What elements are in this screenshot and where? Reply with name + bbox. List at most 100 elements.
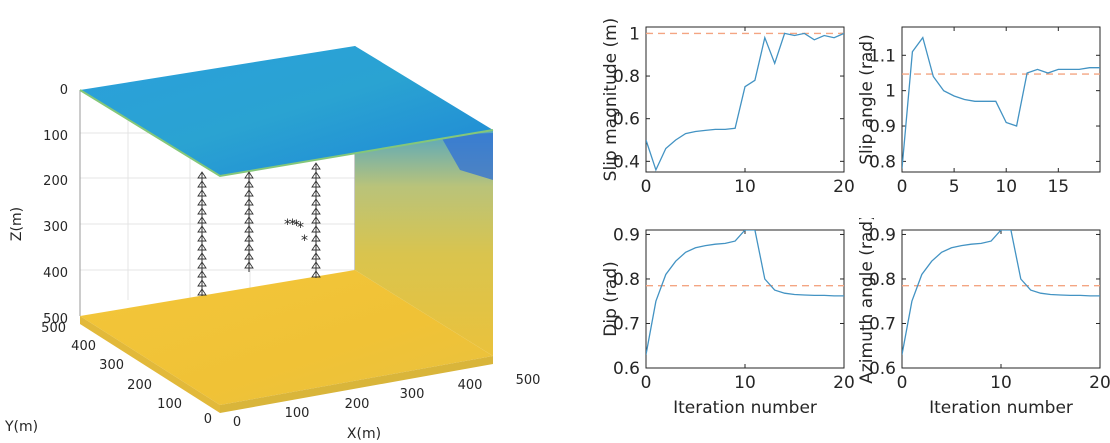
z-tick-label: 0 — [60, 83, 68, 98]
y-axis: 0 100 200 300 400 500 — [41, 321, 212, 427]
plot-frame — [901, 229, 1101, 369]
triangle-receiver-icon — [197, 279, 207, 287]
triangle-receiver-icon — [197, 243, 207, 251]
triangle-receiver-icon — [311, 171, 321, 179]
x-tick-label: 10 — [734, 373, 756, 393]
y-axis-label: Azimuth angle (rad) — [857, 218, 877, 384]
triangle-receiver-icon — [311, 198, 321, 206]
z-tick-label: 500 — [43, 312, 68, 327]
triangle-receiver-icon — [197, 225, 207, 233]
triangle-receiver-icon — [311, 216, 321, 224]
triangle-receiver-icon — [197, 216, 207, 224]
y-axis-label: Slip angle (rad) — [857, 34, 877, 164]
triangle-receiver-icon — [311, 180, 321, 188]
triangle-receiver-icon — [244, 189, 254, 197]
plot-frame — [645, 229, 845, 369]
y-axis-label: Dip (rad) — [601, 261, 621, 336]
y-tick-label: 300 — [99, 358, 124, 373]
triangle-receiver-icon — [311, 243, 321, 251]
x-axis-label: Iteration number — [673, 398, 817, 418]
triangle-receiver-icon — [244, 180, 254, 188]
y-tick-label: 0.7 — [613, 314, 640, 334]
triangle-receiver-icon — [197, 207, 207, 215]
x-tick-label: 5 — [949, 177, 960, 197]
x-tick-label: 500 — [516, 373, 541, 388]
asterisk-event-icon: * — [293, 218, 300, 234]
x-tick-label: 0 — [233, 415, 241, 430]
right-wall — [355, 130, 493, 356]
asterisk-event-icon: * — [301, 233, 308, 249]
y-tick-label: 0.7 — [869, 314, 896, 334]
x-axis-label: Iteration number — [929, 398, 1073, 418]
y-tick-label: 0.9 — [613, 225, 640, 245]
z-axis: 0 100 200 300 400 500 — [43, 83, 68, 327]
y-tick-label: 0.8 — [613, 270, 640, 290]
estimate-series-line — [902, 36, 1100, 169]
top-slab — [80, 46, 493, 176]
triangle-receiver-icon — [311, 270, 321, 278]
y-axis-label: Y(m) — [4, 419, 38, 435]
triangle-receiver-icon — [311, 252, 321, 260]
z-tick-label: 100 — [43, 129, 68, 144]
triangle-receiver-icon — [244, 216, 254, 224]
y-tick-label: 400 — [71, 339, 96, 354]
x-tick-label: 300 — [400, 387, 425, 402]
x-tick-label: 10 — [734, 177, 756, 197]
y-tick-label: 0.9 — [869, 225, 896, 245]
triangle-receiver-icon — [244, 207, 254, 215]
velocity-model-3d: * * * * * 0 100 200 300 400 500 Z(m) 0 1… — [4, 46, 541, 442]
triangle-receiver-icon — [197, 180, 207, 188]
triangle-receiver-icon — [244, 198, 254, 206]
asterisk-event-icon: * — [284, 217, 291, 233]
estimate-series-line — [646, 32, 844, 172]
y-tick-label: 200 — [127, 378, 152, 393]
y-tick-label: 1.1 — [869, 46, 896, 66]
triangle-receiver-icon — [311, 261, 321, 269]
x-axis: 0 100 200 300 400 500 — [233, 373, 541, 430]
triangle-receiver-icon — [244, 243, 254, 251]
triangle-receiver-icon — [197, 270, 207, 278]
estimate-series-line — [902, 230, 1100, 355]
y-tick-label: 0.8 — [869, 270, 896, 290]
x-tick-label: 0 — [641, 373, 652, 393]
triangle-receiver-icon — [244, 252, 254, 260]
x-tick-label: 400 — [458, 378, 483, 393]
event-markers: * * * * * — [284, 217, 308, 249]
x-tick-label: 100 — [285, 406, 310, 421]
x-tick-label: 10 — [995, 177, 1017, 197]
estimate-series-line — [646, 230, 844, 355]
triangle-receiver-icon — [197, 234, 207, 242]
x-axis-label: X(m) — [347, 426, 381, 442]
x-tick-label: 10 — [990, 373, 1012, 393]
triangle-receiver-icon — [311, 207, 321, 215]
y-tick-label: 0.4 — [613, 152, 640, 172]
y-tick-label: 0.6 — [613, 359, 640, 379]
triangle-receiver-icon — [311, 225, 321, 233]
x-tick-label: 0 — [897, 373, 908, 393]
triangle-receiver-icon — [244, 234, 254, 242]
bottom-slab-side — [220, 356, 493, 413]
plot-frame — [901, 26, 1101, 173]
triangle-receiver-icon — [197, 189, 207, 197]
dip-plot: 0.6 0.7 0.8 0.9 0 10 20 Dip (rad) Iteration numb… — [601, 225, 855, 418]
x-tick-label: 200 — [345, 397, 370, 412]
triangle-receiver-icon — [197, 171, 207, 179]
x-tick-label: 0 — [897, 177, 908, 197]
y-tick-label: 500 — [41, 321, 66, 336]
bottom-slab-front — [80, 316, 220, 413]
wall-blue-patch — [440, 133, 493, 180]
triangle-receiver-icon — [197, 252, 207, 260]
triangle-receiver-icon — [311, 162, 321, 170]
y-tick-label: 0 — [204, 412, 212, 427]
y-tick-label: 1 — [885, 82, 896, 102]
triangle-receiver-icon — [197, 288, 207, 296]
triangle-receiver-icon — [244, 171, 254, 179]
x-tick-label: 20 — [833, 373, 855, 393]
y-tick-label: 0.8 — [869, 152, 896, 172]
triangle-receiver-icon — [197, 261, 207, 269]
z-axis-label: Z(m) — [9, 207, 25, 241]
z-tick-label: 400 — [43, 266, 68, 281]
x-tick-label: 20 — [833, 177, 855, 197]
z-tick-label: 200 — [43, 174, 68, 189]
plot-frame — [645, 26, 845, 173]
